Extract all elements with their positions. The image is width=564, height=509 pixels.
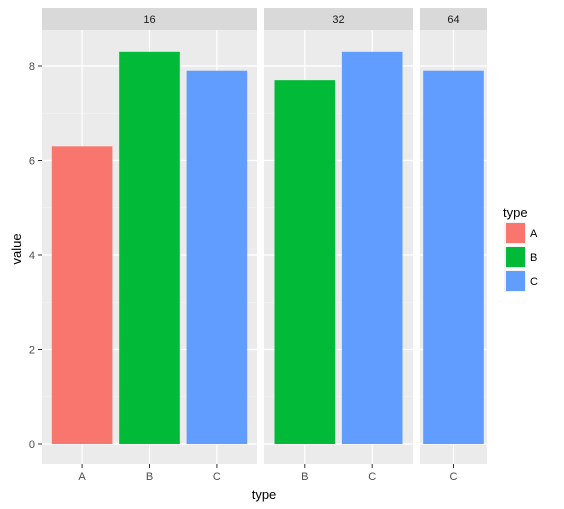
x-tick-label: C [368, 471, 376, 483]
facet-panel: 16 A B C [42, 8, 257, 483]
legend-label: C [530, 276, 538, 288]
facet-strip-label: 64 [447, 14, 459, 26]
bar-16-C [186, 70, 248, 444]
y-axis-title: value [9, 233, 24, 264]
y-tick-label: 6 [29, 156, 35, 168]
x-tick-label: C [213, 471, 221, 483]
facet-panel: 64 C [420, 8, 487, 483]
y-tick-label: 8 [29, 61, 35, 73]
legend-title: type [503, 205, 528, 220]
facet-strip [420, 8, 487, 30]
facet-strip [264, 8, 413, 30]
facet-strip-label: 16 [143, 14, 155, 26]
x-axis-title: type [252, 487, 277, 502]
y-tick-label: 0 [29, 439, 35, 451]
y-tick-label: 2 [29, 345, 35, 357]
legend-swatch-B [506, 247, 525, 267]
legend-label: A [530, 228, 538, 240]
legend-swatch-C [506, 271, 525, 291]
facet-strip [42, 8, 257, 30]
facet-panel: 32 B C [264, 8, 413, 483]
facet-strip-label: 32 [332, 14, 344, 26]
x-tick-label: B [146, 471, 153, 483]
legend-label: B [530, 252, 537, 264]
y-axis: 0 2 4 6 8 [29, 61, 42, 451]
bar-16-A [51, 146, 113, 444]
x-tick-label: A [78, 471, 86, 483]
legend: type ABC [503, 205, 538, 292]
facet-panels: 16 A B C 32 B C 64 C [42, 8, 487, 483]
bar-32-C [341, 51, 403, 444]
x-tick-label: C [450, 471, 458, 483]
legend-swatch-A [506, 223, 525, 243]
y-tick-label: 4 [29, 250, 35, 262]
bar-64-C [423, 70, 484, 444]
bar-32-B [274, 80, 336, 445]
bar-16-B [119, 51, 180, 444]
x-tick-label: B [301, 471, 308, 483]
